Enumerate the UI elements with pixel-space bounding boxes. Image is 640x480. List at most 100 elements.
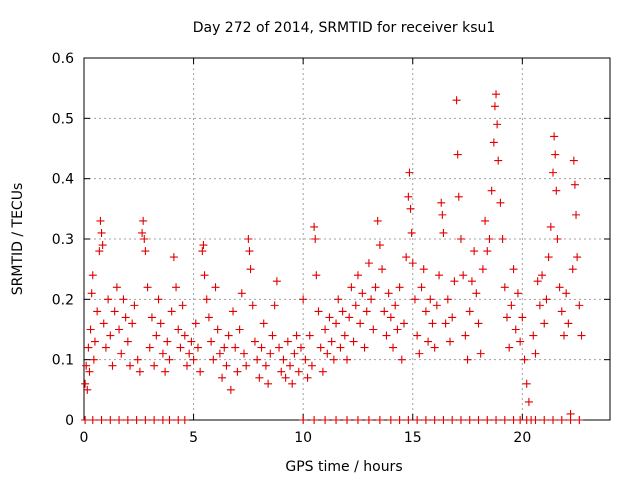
data-point [496,198,505,207]
data-point [459,271,468,280]
data-point [533,277,542,286]
data-point [290,349,299,358]
data-point [362,307,371,316]
data-point [500,283,509,292]
zero-point [456,416,465,424]
data-point [502,313,511,322]
data-point [336,343,345,352]
data-point [356,319,365,328]
data-point [520,355,529,364]
data-point [417,283,426,292]
data-point [481,216,490,225]
data-point [463,355,472,364]
data-point [211,283,220,292]
chart-title: Day 272 of 2014, SRMTID for receiver ksu… [193,20,496,36]
data-points [81,90,586,424]
zero-point [353,416,362,424]
data-point [152,331,161,340]
data-point [314,307,323,316]
data-point [559,331,568,340]
data-point [231,343,240,352]
zero-point [332,416,341,424]
data-point [522,379,531,388]
data-point [538,271,547,280]
data-point [511,325,520,334]
data-point [478,265,487,274]
zero-point [321,416,330,424]
data-point [456,235,465,243]
data-point [513,289,522,298]
data-point [270,301,279,310]
data-point [375,241,384,250]
data-point [191,319,200,328]
data-point [169,253,178,262]
data-point [279,355,288,364]
data-point [509,265,518,274]
data-point [454,192,463,201]
data-point [220,343,229,352]
data-point [321,325,330,334]
data-point [143,283,152,292]
x-tick-label: 5 [189,430,198,446]
data-point [551,150,560,159]
data-point [373,216,382,225]
data-point [490,102,499,111]
data-point [498,235,507,243]
data-point [524,397,533,406]
zero-point [566,416,575,424]
y-axis-label: SRMTID / TECUs [10,183,26,296]
data-point [407,228,416,237]
zero-point [375,416,384,424]
data-point [115,325,124,334]
data-point [82,361,91,370]
data-point [323,349,332,358]
zero-point [540,416,549,424]
data-point [568,265,577,274]
data-point [248,301,257,310]
data-point [83,385,92,394]
data-point [461,331,470,340]
data-point [266,349,275,358]
data-point [95,247,104,256]
data-point [329,355,338,364]
data-point [542,295,551,304]
data-point [286,361,295,370]
data-point [446,337,455,346]
data-point [130,301,139,310]
zero-point [115,416,124,424]
data-point [494,156,503,165]
data-point [305,331,314,340]
axis-ticks: 0 0.1 0.2 0.3 0.4 0.5 0.6 0 5 10 15 20 [52,51,610,446]
data-point [119,295,128,304]
data-point [452,96,461,105]
data-point [406,204,415,213]
data-point [85,367,94,376]
data-point [476,349,485,358]
x-tick-label: 0 [80,430,89,446]
data-point [316,343,325,352]
data-point [518,313,527,322]
data-point [178,301,187,310]
data-point [84,343,93,352]
zero-point [343,416,351,424]
zero-point [386,416,395,424]
data-point [415,349,424,358]
data-point [259,319,268,328]
data-point [163,337,172,346]
zero-point [132,416,141,424]
data-point [268,331,277,340]
data-point [281,373,290,382]
data-point [133,355,142,364]
data-point [187,337,196,346]
data-point [156,319,165,328]
zero-point [81,416,90,424]
data-point [154,295,163,304]
data-point [218,373,227,382]
data-point [307,361,316,370]
data-point [371,283,380,292]
data-point [99,319,108,328]
data-point [347,283,356,292]
data-point [453,150,462,159]
data-point [389,343,398,352]
data-point [296,343,305,352]
